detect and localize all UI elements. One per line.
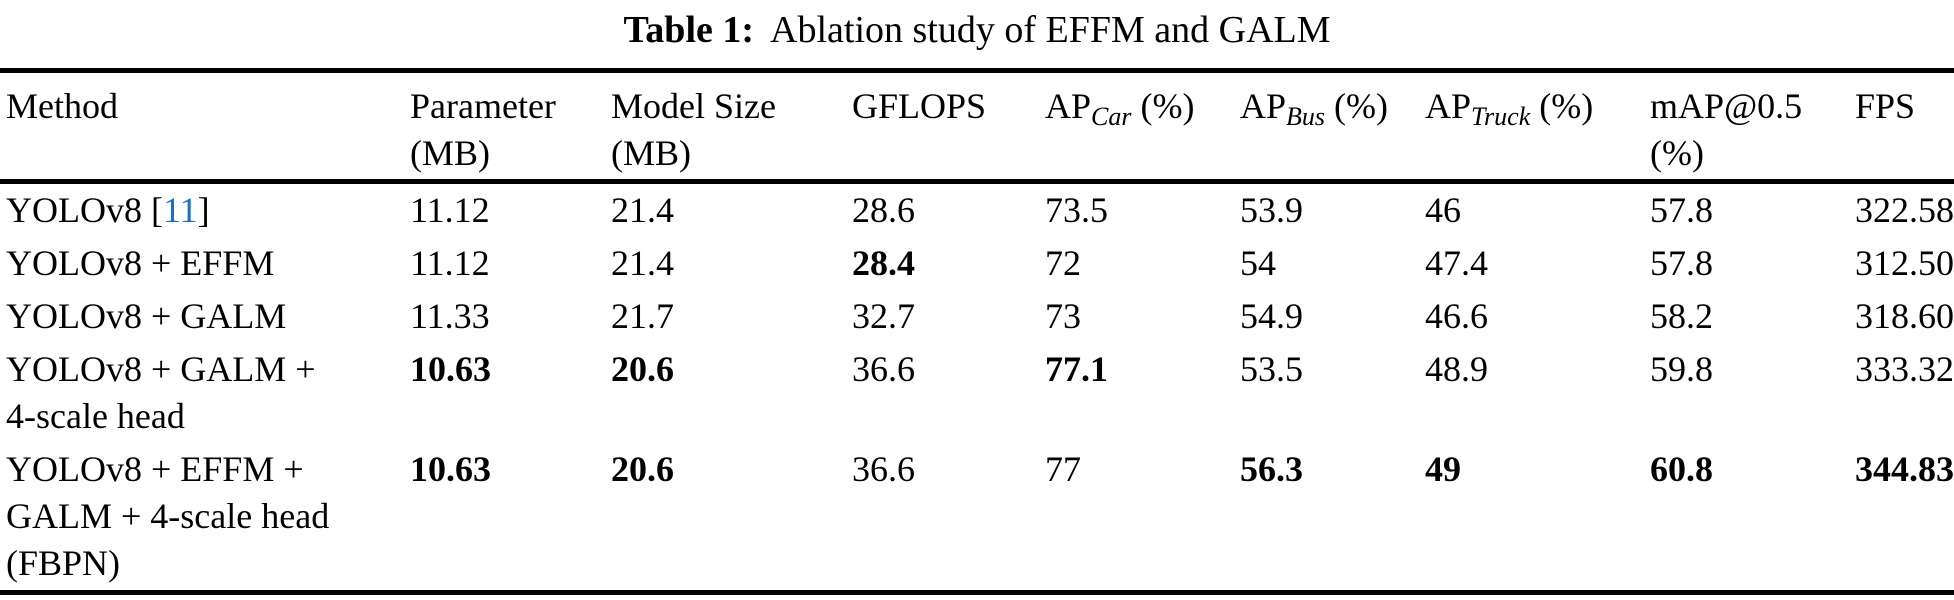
table-row: YOLOv8 + EFFM 11.12 21.4 28.4 72 54 47.4 57.8 31… bbox=[0, 237, 1954, 290]
value-cell: 47.4 bbox=[1425, 243, 1488, 283]
method-cell: YOLOv8 + EFFM bbox=[6, 243, 275, 283]
value-cell: 48.9 bbox=[1425, 349, 1488, 389]
value-cell: 20.6 bbox=[611, 449, 674, 489]
col-header-fps: FPS bbox=[1855, 71, 1954, 182]
value-cell: 72 bbox=[1045, 243, 1081, 283]
col-header-label: mAP@0.5 bbox=[1650, 86, 1803, 126]
value-cell: 28.6 bbox=[852, 190, 915, 230]
value-cell: 318.60 bbox=[1855, 296, 1954, 336]
value-cell: 21.4 bbox=[611, 243, 674, 283]
value-cell: 54 bbox=[1240, 243, 1276, 283]
value-cell: 11.33 bbox=[410, 296, 490, 336]
col-header-ap-truck: APTruck (%) bbox=[1425, 71, 1650, 182]
value-cell: 57.8 bbox=[1650, 190, 1713, 230]
method-cell: YOLOv8 [11] bbox=[6, 190, 210, 230]
table-row: YOLOv8 + GALM + 4-scale head 10.63 20.6 36.… bbox=[0, 343, 1954, 443]
col-header-unit: (%) bbox=[1650, 133, 1704, 173]
value-cell: 46 bbox=[1425, 190, 1461, 230]
caption-label: Table 1: bbox=[623, 9, 755, 51]
col-header-model-size: Model Size (MB) bbox=[611, 71, 852, 182]
value-cell: 312.50 bbox=[1855, 243, 1954, 283]
col-header-parameter: Parameter (MB) bbox=[410, 71, 611, 182]
col-header-subscript: Bus bbox=[1286, 102, 1326, 131]
col-header-subscript: Car bbox=[1091, 102, 1132, 131]
method-cell: YOLOv8 + GALM + 4-scale head bbox=[6, 349, 316, 436]
value-cell: 53.9 bbox=[1240, 190, 1303, 230]
value-cell: 54.9 bbox=[1240, 296, 1303, 336]
value-cell: 21.4 bbox=[611, 190, 674, 230]
value-cell: 58.2 bbox=[1650, 296, 1713, 336]
citation-link[interactable]: 11 bbox=[162, 190, 198, 230]
value-cell: 28.4 bbox=[852, 243, 915, 283]
value-cell: 21.7 bbox=[611, 296, 674, 336]
value-cell: 46.6 bbox=[1425, 296, 1488, 336]
value-cell: 57.8 bbox=[1650, 243, 1713, 283]
value-cell: 36.6 bbox=[852, 349, 915, 389]
table-body: YOLOv8 [11] 11.12 21.4 28.6 73.5 53.9 46 57.8 32… bbox=[0, 182, 1954, 593]
col-header-label: Model Size bbox=[611, 86, 776, 126]
value-cell: 344.83 bbox=[1855, 449, 1954, 489]
table-caption: Table 1: Ablation study of EFFM and GALM bbox=[0, 0, 1954, 68]
header-row: Method Parameter (MB) Model Size (MB) GFLOPS A… bbox=[0, 71, 1954, 182]
value-cell: 77 bbox=[1045, 449, 1081, 489]
col-header-label: APCar (%) bbox=[1045, 86, 1195, 131]
col-header-gflops: GFLOPS bbox=[852, 71, 1045, 182]
caption-text: Ablation study of EFFM and GALM bbox=[770, 9, 1331, 51]
col-header-unit: (MB) bbox=[611, 133, 691, 173]
col-header-label: APBus (%) bbox=[1240, 86, 1388, 131]
col-header-ap-bus: APBus (%) bbox=[1240, 71, 1425, 182]
value-cell: 49 bbox=[1425, 449, 1461, 489]
method-cell: YOLOv8 + GALM bbox=[6, 296, 287, 336]
value-cell: 77.1 bbox=[1045, 349, 1108, 389]
value-cell: 53.5 bbox=[1240, 349, 1303, 389]
col-header-label: Parameter bbox=[410, 86, 556, 126]
col-header-method: Method bbox=[0, 71, 410, 182]
value-cell: 56.3 bbox=[1240, 449, 1303, 489]
method-cell: YOLOv8 + EFFM + GALM + 4-scale head (FBP… bbox=[6, 449, 330, 583]
col-header-label: APTruck (%) bbox=[1425, 86, 1594, 131]
col-header-map05: mAP@0.5 (%) bbox=[1650, 71, 1855, 182]
value-cell: 11.12 bbox=[410, 243, 490, 283]
value-cell: 333.32 bbox=[1855, 349, 1954, 389]
value-cell: 11.12 bbox=[410, 190, 490, 230]
value-cell: 73.5 bbox=[1045, 190, 1108, 230]
value-cell: 20.6 bbox=[611, 349, 674, 389]
value-cell: 73 bbox=[1045, 296, 1081, 336]
value-cell: 59.8 bbox=[1650, 349, 1713, 389]
value-cell: 60.8 bbox=[1650, 449, 1713, 489]
col-header-label: FPS bbox=[1855, 86, 1916, 126]
value-cell: 36.6 bbox=[852, 449, 915, 489]
value-cell: 32.7 bbox=[852, 296, 915, 336]
value-cell: 10.63 bbox=[410, 449, 491, 489]
col-header-label: GFLOPS bbox=[852, 86, 987, 126]
col-header-unit: (MB) bbox=[410, 133, 490, 173]
table-row: YOLOv8 + EFFM + GALM + 4-scale head (FBP… bbox=[0, 443, 1954, 593]
table-row: YOLOv8 + GALM 11.33 21.7 32.7 73 54.9 46.6 58.2… bbox=[0, 290, 1954, 343]
value-cell: 322.58 bbox=[1855, 190, 1954, 230]
value-cell: 10.63 bbox=[410, 349, 491, 389]
col-header-subscript: Truck bbox=[1471, 102, 1531, 131]
ablation-table: Method Parameter (MB) Model Size (MB) GFLOPS A… bbox=[0, 68, 1954, 595]
col-header-ap-car: APCar (%) bbox=[1045, 71, 1240, 182]
col-header-label: Method bbox=[6, 86, 118, 126]
table-row: YOLOv8 [11] 11.12 21.4 28.6 73.5 53.9 46 57.8 32… bbox=[0, 182, 1954, 238]
